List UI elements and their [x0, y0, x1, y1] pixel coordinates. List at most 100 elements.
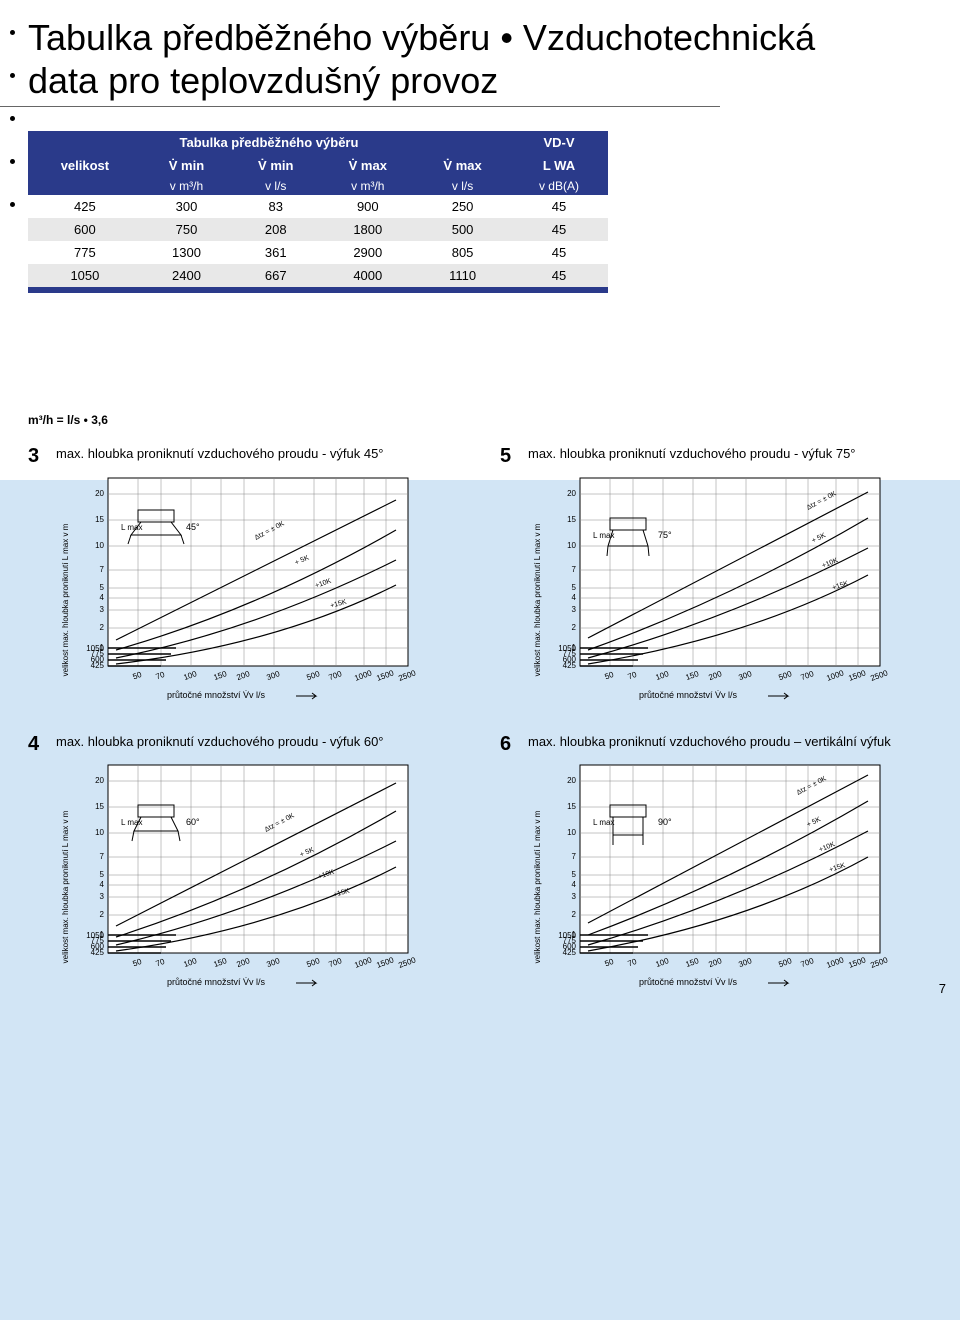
svg-text:100: 100: [182, 669, 198, 682]
conversion-note: m³/h = l/s • 3,6: [28, 413, 932, 427]
svg-text:1500: 1500: [847, 668, 867, 683]
svg-text:200: 200: [707, 669, 723, 682]
svg-text:2: 2: [100, 623, 105, 632]
svg-text:4: 4: [100, 880, 105, 889]
svg-text:10: 10: [567, 541, 576, 550]
svg-text:velikost max. hloubka proniknu: velikost max. hloubka proniknutí L max v…: [533, 810, 542, 963]
svg-text:70: 70: [154, 956, 166, 968]
svg-text:3: 3: [100, 892, 105, 901]
svg-text:1050: 1050: [86, 931, 104, 940]
svg-text:velikost max. hloubka proniknu: velikost max. hloubka proniknutí L max v…: [61, 523, 70, 676]
svg-text:150: 150: [212, 956, 228, 969]
svg-text:velikost max. hloubka proniknu: velikost max. hloubka proniknutí L max v…: [61, 810, 70, 963]
svg-text:200: 200: [707, 956, 723, 969]
svg-text:5: 5: [100, 583, 105, 592]
svg-text:1000: 1000: [353, 955, 373, 970]
chart-title: max. hloubka proniknutí vzduchového prou…: [56, 445, 460, 463]
table-header-row-2: v m³/h v l/s v m³/h v l/s v dB(A): [28, 177, 608, 195]
svg-text:300: 300: [265, 669, 281, 682]
svg-text:L max: L max: [121, 523, 143, 532]
svg-text:5: 5: [572, 870, 577, 879]
svg-text:20: 20: [567, 776, 576, 785]
svg-text:75°: 75°: [658, 530, 672, 540]
svg-text:1500: 1500: [847, 955, 867, 970]
svg-text:1000: 1000: [353, 668, 373, 683]
svg-text:200: 200: [235, 669, 251, 682]
svg-text:7: 7: [100, 852, 105, 861]
svg-text:50: 50: [131, 956, 143, 968]
svg-text:2500: 2500: [397, 668, 417, 683]
svg-text:velikost max. hloubka proniknu: velikost max. hloubka proniknutí L max v…: [533, 523, 542, 676]
svg-text:200: 200: [235, 956, 251, 969]
svg-text:průtočné množství V̇v l/s: průtočné množství V̇v l/s: [167, 976, 266, 986]
side-dots: [10, 30, 15, 207]
svg-text:L max: L max: [121, 818, 143, 827]
svg-text:průtočné množství V̇v l/s: průtočné množství V̇v l/s: [639, 689, 738, 699]
svg-text:50: 50: [603, 956, 615, 968]
table-row: 105024006674000111045: [28, 264, 608, 287]
svg-text:L max: L max: [593, 531, 615, 540]
svg-text:7: 7: [572, 852, 577, 861]
svg-text:3: 3: [572, 605, 577, 614]
chart-title: max. hloubka proniknutí vzduchového prou…: [528, 445, 932, 463]
svg-text:100: 100: [654, 956, 670, 969]
svg-text:7: 7: [572, 565, 577, 574]
title-underline: [0, 106, 720, 107]
svg-text:2: 2: [572, 623, 577, 632]
svg-text:L max: L max: [593, 818, 615, 827]
svg-text:70: 70: [154, 669, 166, 681]
chart-title: max. hloubka proniknutí vzduchového prou…: [56, 733, 460, 751]
svg-text:4: 4: [100, 593, 105, 602]
table-right-label: VD-V: [510, 131, 608, 154]
svg-text:1000: 1000: [825, 955, 845, 970]
svg-text:700: 700: [327, 669, 343, 682]
svg-text:2500: 2500: [869, 668, 889, 683]
svg-text:70: 70: [626, 956, 638, 968]
svg-text:500: 500: [305, 669, 321, 682]
svg-text:70: 70: [626, 669, 638, 681]
chart-title: max. hloubka proniknutí vzduchového prou…: [528, 733, 932, 751]
charts-grid: 3 max. hloubka proniknutí vzduchového pr…: [28, 445, 932, 1001]
svg-text:300: 300: [737, 669, 753, 682]
selection-table: Tabulka předběžného výběru VD-V velikost…: [28, 131, 608, 293]
svg-text:1500: 1500: [375, 668, 395, 683]
table-header-row-1: velikost V̇ min V̇ min V̇ max V̇ max L W…: [28, 154, 608, 177]
svg-text:60°: 60°: [186, 817, 200, 827]
svg-text:4: 4: [572, 880, 577, 889]
svg-text:700: 700: [799, 956, 815, 969]
svg-text:15: 15: [567, 802, 576, 811]
svg-text:10: 10: [95, 828, 104, 837]
svg-text:1500: 1500: [375, 955, 395, 970]
table-footer-bar: [28, 287, 608, 293]
svg-text:10: 10: [567, 828, 576, 837]
svg-text:2500: 2500: [397, 955, 417, 970]
svg-text:10: 10: [95, 541, 104, 550]
chart-svg: 45° L max 1 2 3 4 5 7 10 15 20: [56, 470, 436, 710]
svg-text:50: 50: [131, 669, 143, 681]
svg-text:1050: 1050: [86, 644, 104, 653]
svg-text:45°: 45°: [186, 522, 200, 532]
svg-text:5: 5: [100, 870, 105, 879]
svg-text:150: 150: [684, 956, 700, 969]
svg-text:20: 20: [95, 489, 104, 498]
table-row: 4253008390025045: [28, 195, 608, 218]
chart-index: 5: [500, 445, 528, 714]
svg-text:1050: 1050: [558, 931, 576, 940]
chart-index: 4: [28, 733, 56, 1002]
svg-text:3: 3: [572, 892, 577, 901]
chart-4: 4 max. hloubka proniknutí vzduchového pr…: [28, 733, 460, 1002]
svg-text:50: 50: [603, 669, 615, 681]
svg-text:700: 700: [327, 956, 343, 969]
table-row: 7751300361290080545: [28, 241, 608, 264]
svg-text:100: 100: [182, 956, 198, 969]
svg-text:500: 500: [777, 956, 793, 969]
svg-text:7: 7: [100, 565, 105, 574]
chart-3: 3 max. hloubka proniknutí vzduchového pr…: [28, 445, 460, 714]
svg-text:2: 2: [100, 910, 105, 919]
svg-text:průtočné množství V̇v l/s: průtočné množství V̇v l/s: [639, 976, 738, 986]
table-row: 600750208180050045: [28, 218, 608, 241]
svg-text:90°: 90°: [658, 817, 672, 827]
svg-text:15: 15: [567, 515, 576, 524]
svg-text:20: 20: [567, 489, 576, 498]
page-number: 7: [939, 981, 946, 996]
